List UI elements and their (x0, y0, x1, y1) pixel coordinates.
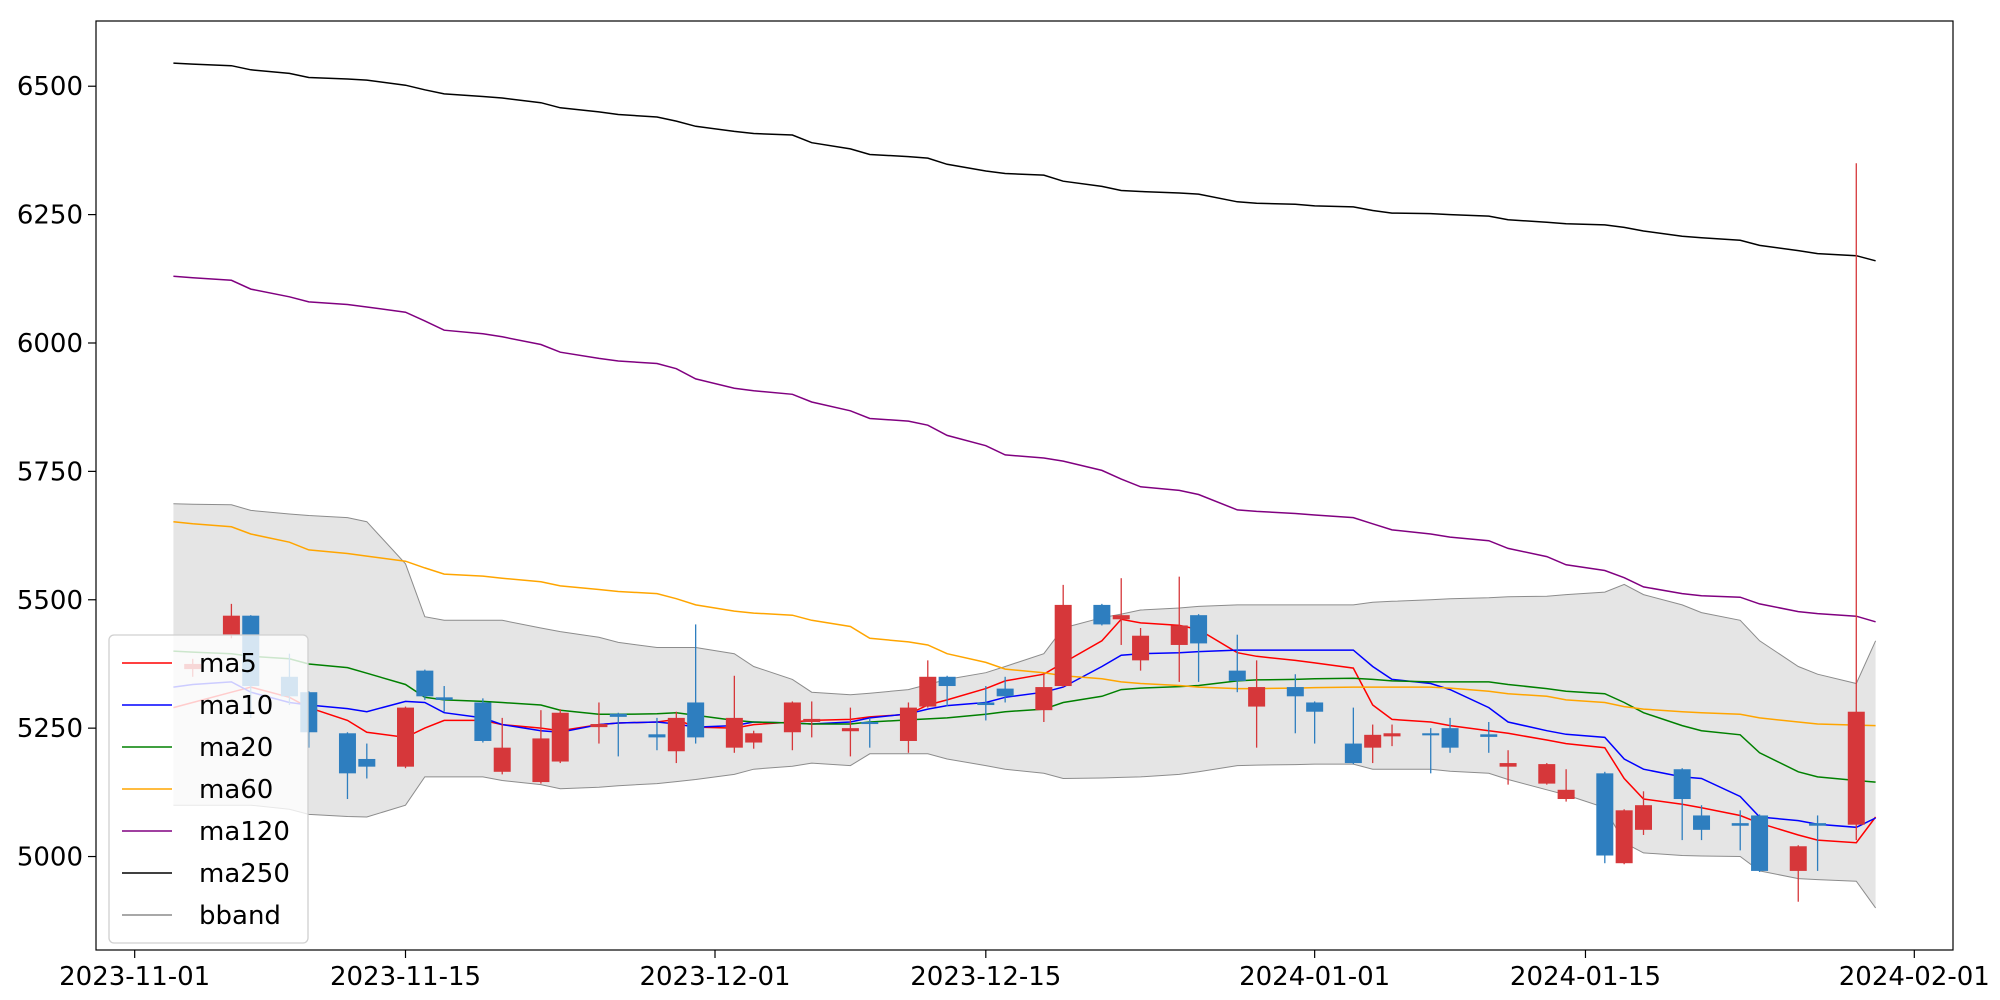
band-fill (173, 503, 1876, 908)
candle-body (1383, 733, 1401, 737)
candle-body (1248, 687, 1266, 707)
legend-label: ma10 (199, 691, 273, 721)
candle-body (1441, 728, 1459, 748)
x-tick-label: 2024-01-01 (1239, 962, 1390, 992)
candle-body (1538, 764, 1556, 784)
candle-body (493, 747, 511, 772)
candle-body (1847, 711, 1865, 825)
plot-frame (95, 20, 1954, 951)
x-tick-label: 2023-12-01 (639, 962, 790, 992)
legend-label: bband (199, 901, 281, 931)
ma-line (173, 649, 1876, 829)
candle-body (551, 712, 569, 762)
candle-body (1093, 604, 1111, 625)
y-tick-label: 5000 (17, 843, 83, 873)
x-tick-label: 2023-12-15 (910, 962, 1061, 992)
candle-body (1731, 823, 1749, 826)
ma-line (173, 62, 1876, 262)
candle-body (416, 670, 434, 697)
legend: ma5 ma10 ma20 ma60 ma120 ma250 bband (108, 634, 309, 944)
y-tick-label: 5250 (17, 714, 83, 744)
legend-label: ma20 (199, 733, 273, 763)
candle-body (996, 688, 1014, 697)
candle-body (1035, 687, 1053, 711)
candle-body (841, 728, 859, 732)
y-tick-label: 5500 (17, 586, 83, 616)
x-tick-label: 2024-01-15 (1510, 962, 1661, 992)
candle-body (1112, 615, 1130, 620)
candle-body (1132, 635, 1150, 661)
candle-body (397, 707, 414, 767)
ma-line (173, 520, 1876, 727)
candle-body (803, 718, 821, 722)
candle-body (1364, 734, 1382, 748)
candle-body (725, 717, 743, 748)
x-tick-label: 2023-11-01 (59, 962, 210, 992)
candle-body (1499, 763, 1517, 767)
candle-body (222, 615, 240, 635)
x-tick-label: 2023-11-15 (330, 962, 481, 992)
candle-body (474, 702, 492, 741)
candle-body (977, 702, 995, 706)
legend-box (108, 634, 309, 944)
candle-body (1693, 815, 1711, 830)
legend-label: ma120 (199, 817, 290, 847)
candle-body (1054, 604, 1072, 687)
candle-body (783, 702, 801, 733)
legend-label: ma5 (199, 649, 257, 679)
candle-body (1615, 810, 1633, 864)
candle-body (1635, 805, 1652, 830)
candle-body (919, 676, 937, 707)
candle-body (861, 721, 879, 725)
legend-label: ma250 (199, 859, 290, 889)
candle-body (899, 707, 917, 741)
candle-body (1228, 670, 1246, 681)
candle-body (1422, 733, 1440, 736)
candle-body (435, 697, 453, 700)
candle-body (590, 724, 608, 728)
x-tick-label: 2024-02-01 (1839, 962, 1990, 992)
candle-body (338, 733, 356, 774)
ma-line (173, 618, 1877, 844)
candle-body (609, 713, 627, 717)
candle-body (1557, 789, 1575, 800)
candle-body (938, 676, 956, 687)
ma-line (173, 650, 1876, 783)
y-tick-label: 6500 (17, 72, 83, 102)
candle-body (1170, 625, 1188, 645)
candle-body (1190, 615, 1208, 644)
candle-body (1673, 769, 1691, 800)
candle-body (1480, 734, 1498, 737)
candle-body (1344, 743, 1362, 764)
candle-body (667, 717, 685, 752)
legend-label: ma60 (199, 775, 273, 805)
candle-body (1306, 702, 1324, 712)
y-tick-label: 6250 (17, 201, 83, 231)
candle-body (1286, 687, 1304, 697)
candle-body (532, 738, 550, 783)
candle-body (1596, 773, 1614, 856)
ma-line (173, 275, 1876, 623)
band-edge (173, 503, 1877, 696)
candle-body (687, 702, 705, 738)
candle-body (1809, 823, 1827, 826)
candle-body (648, 734, 666, 738)
candle-body (1751, 815, 1769, 871)
candle-body (1789, 846, 1807, 871)
y-tick-label: 5750 (17, 457, 83, 487)
candle-body (745, 733, 763, 743)
y-tick-label: 6000 (17, 329, 83, 359)
candle-body (358, 758, 376, 767)
